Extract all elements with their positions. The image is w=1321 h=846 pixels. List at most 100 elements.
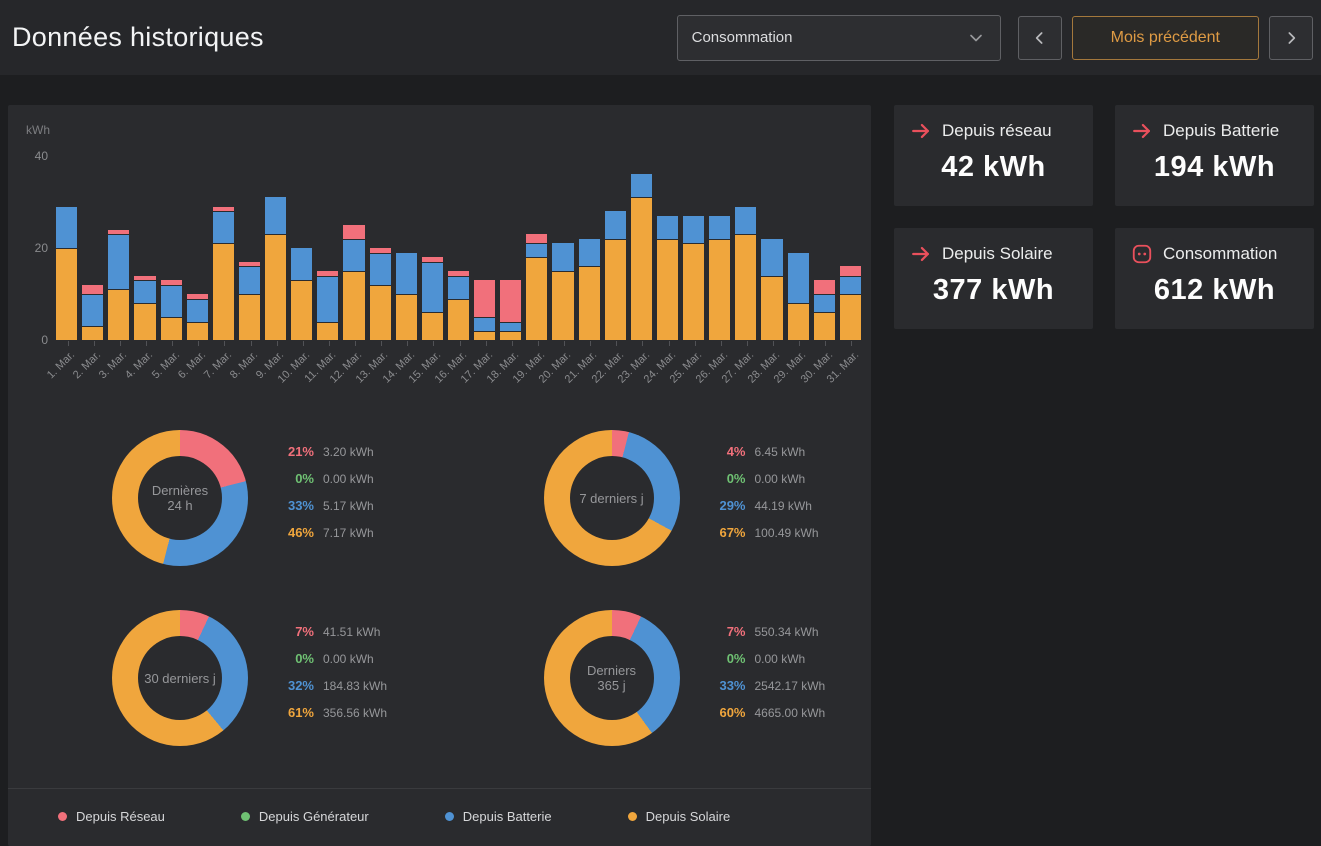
x-tick-5: 5. Mar. [149, 340, 182, 398]
bar-day-18[interactable] [500, 280, 522, 340]
bar-segment-reseau [160, 280, 182, 285]
x-tick-6: 6. Mar. [176, 340, 208, 398]
bar-day-26[interactable] [709, 215, 731, 340]
bar-segment-batterie [395, 252, 417, 294]
donut-last-30d: 30 derniers j 7% 41.51 kWh 0% 0.00 kWh 32% 184… [8, 588, 440, 768]
bar-day-12[interactable] [343, 225, 365, 340]
bar-day-15[interactable] [421, 257, 443, 340]
bar-day-19[interactable] [526, 234, 548, 340]
donut-chart-last-30d[interactable]: 30 derniers j [112, 610, 248, 746]
bar-day-6[interactable] [186, 294, 208, 340]
x-tick-24: 24. Mar. [641, 340, 678, 398]
legend-item-solaire[interactable]: Depuis Solaire [627, 809, 730, 824]
x-tick-22: 22. Mar. [589, 340, 626, 398]
donut-stat-percent: 0% [726, 651, 746, 666]
bar-day-9[interactable] [265, 197, 287, 340]
donut-stat-row-generateur: 0% 0.00 kWh [706, 471, 819, 498]
bar-day-25[interactable] [683, 215, 705, 340]
bar-segment-reseau [500, 280, 522, 322]
previous-month-button[interactable]: Mois précédent [1071, 15, 1259, 60]
donut-stats-last-30d: 7% 41.51 kWh 0% 0.00 kWh 32% 184.83 kWh 61% 356… [274, 624, 387, 732]
bar-day-4[interactable] [134, 275, 156, 340]
bar-segment-batterie [108, 234, 130, 290]
bar-day-7[interactable] [212, 206, 234, 340]
bar-day-8[interactable] [238, 261, 260, 340]
donut-stat-percent: 21% [287, 444, 314, 459]
bar-segment-batterie [656, 215, 678, 239]
donut-chart-last-365d[interactable]: Derniers 365 j [543, 610, 680, 746]
bar-day-30[interactable] [813, 280, 835, 340]
metric-select[interactable]: Consommation [676, 14, 1001, 61]
donut-stat-value: 3.20 kWh [323, 445, 374, 459]
bar-day-5[interactable] [160, 280, 182, 340]
donut-stat-row-generateur: 0% 0.00 kWh [274, 471, 374, 498]
bar-day-1[interactable] [56, 206, 78, 340]
stat-card-column: Depuis réseau 42 kWh Depuis Batterie 194 kW… [894, 105, 1314, 846]
bar-day-2[interactable] [82, 284, 104, 340]
bar-segment-solaire [238, 294, 260, 340]
bar-day-31[interactable] [839, 266, 861, 340]
bar-day-3[interactable] [108, 229, 130, 340]
stat-card-header: Depuis Batterie [1131, 120, 1298, 142]
bar-segment-reseau [447, 271, 469, 276]
legend-item-reseau[interactable]: Depuis Réseau [58, 809, 165, 824]
donut-stat-percent: 67% [719, 525, 746, 540]
donut-stat-percent: 29% [719, 498, 746, 513]
donut-stat-value: 550.34 kWh [754, 625, 819, 639]
bar-segment-solaire [839, 294, 861, 340]
legend-label: Depuis Réseau [76, 809, 165, 824]
chart-legend: Depuis Réseau Depuis Générateur Depuis Bat… [8, 788, 871, 824]
donut-chart-last-7d[interactable]: 7 derniers j [543, 430, 680, 566]
bar-day-10[interactable] [291, 248, 313, 340]
bar-day-11[interactable] [317, 271, 339, 340]
legend-item-generateur[interactable]: Depuis Générateur [240, 809, 369, 824]
bar-day-16[interactable] [447, 271, 469, 340]
bar-day-29[interactable] [787, 252, 809, 340]
bar-segment-solaire [56, 248, 78, 340]
y-axis-unit-label: kWh [26, 123, 50, 137]
prev-arrow-button[interactable] [1017, 15, 1062, 60]
donut-stat-percent: 33% [719, 678, 746, 693]
bar-segment-batterie [186, 298, 208, 322]
bar-day-28[interactable] [761, 238, 783, 340]
donut-chart-grid: Dernières 24 h 21% 3.20 kWh 0% 0.00 kWh 33% 5.… [8, 408, 871, 768]
bar-day-13[interactable] [369, 248, 391, 340]
stat-card-header: Consommation [1131, 243, 1298, 265]
legend-item-batterie[interactable]: Depuis Batterie [444, 809, 552, 824]
x-tick-30: 30. Mar. [798, 340, 835, 398]
bar-day-21[interactable] [578, 238, 600, 340]
next-arrow-button[interactable] [1269, 15, 1313, 60]
donut-stat-percent: 7% [295, 624, 314, 639]
bar-day-23[interactable] [630, 174, 652, 340]
bar-day-27[interactable] [735, 206, 757, 340]
bar-segment-reseau [421, 257, 443, 262]
donut-stats-last-24h: 21% 3.20 kWh 0% 0.00 kWh 33% 5.17 kWh 46% 7.17 … [274, 444, 374, 552]
bar-day-14[interactable] [395, 252, 417, 340]
page-title: Données historiques [12, 22, 264, 52]
bar-day-17[interactable] [474, 280, 496, 340]
donut-stat-percent: 0% [295, 471, 314, 486]
bar-segment-solaire [526, 257, 548, 340]
bar-segment-batterie [474, 317, 496, 331]
bar-segment-batterie [212, 211, 234, 244]
donut-stat-value: 44.19 kWh [754, 499, 812, 513]
bar-day-22[interactable] [604, 211, 626, 340]
bar-segment-solaire [604, 238, 626, 340]
donut-chart-last-24h[interactable]: Dernières 24 h [112, 430, 248, 566]
donut-stat-row-solaire: 61% 356.56 kWh [274, 705, 387, 732]
stacked-bar-chart: kWh 0 20 40 1. Mar. 2. Mar. 3. Mar. 4. Mar. 5.… [8, 105, 871, 398]
x-tick-16: 16. Mar. [432, 340, 469, 398]
donut-stat-value: 6.45 kWh [754, 445, 806, 459]
bar-segment-reseau [343, 225, 365, 239]
metric-select-value: Consommation [691, 29, 793, 46]
bar-day-24[interactable] [656, 215, 678, 340]
x-tick-7: 7. Mar. [202, 340, 234, 398]
stat-card-label: Depuis Solaire [942, 244, 1053, 263]
x-tick-21: 21. Mar. [563, 340, 600, 398]
x-tick-12: 12. Mar. [328, 340, 365, 398]
bar-segment-solaire [813, 312, 835, 340]
stat-card-label: Consommation [1163, 244, 1278, 263]
donut-stat-row-solaire: 67% 100.49 kWh [706, 525, 818, 552]
donut-stat-value: 184.83 kWh [323, 679, 388, 693]
bar-day-20[interactable] [552, 243, 574, 340]
